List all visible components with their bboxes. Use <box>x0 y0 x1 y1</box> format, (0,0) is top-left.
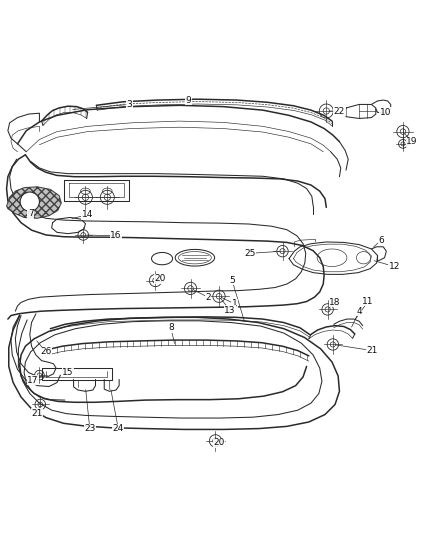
Text: 7: 7 <box>28 209 34 219</box>
Text: 3: 3 <box>126 100 132 109</box>
Text: 19: 19 <box>406 137 417 146</box>
Text: 20: 20 <box>213 438 225 447</box>
Text: 1: 1 <box>231 299 237 308</box>
Circle shape <box>20 192 39 211</box>
Text: 4: 4 <box>357 306 362 316</box>
Text: 23: 23 <box>84 424 95 433</box>
Text: 22: 22 <box>334 107 345 116</box>
Text: 8: 8 <box>168 324 174 332</box>
Text: 26: 26 <box>40 348 52 357</box>
Text: 18: 18 <box>329 298 341 307</box>
Text: 10: 10 <box>380 108 391 117</box>
Text: 21: 21 <box>32 409 43 418</box>
Text: 20: 20 <box>154 274 166 283</box>
Text: 25: 25 <box>244 249 255 258</box>
Text: 12: 12 <box>389 262 400 271</box>
Text: 21: 21 <box>367 346 378 355</box>
Text: 5: 5 <box>229 276 235 285</box>
Text: 9: 9 <box>185 95 191 104</box>
Text: 14: 14 <box>82 211 93 219</box>
Text: 24: 24 <box>113 424 124 433</box>
Text: 11: 11 <box>362 297 374 306</box>
Text: 13: 13 <box>224 306 236 315</box>
Polygon shape <box>7 187 61 219</box>
Text: 6: 6 <box>378 236 384 245</box>
Text: 15: 15 <box>62 368 74 377</box>
Text: 16: 16 <box>110 231 122 240</box>
Text: 17: 17 <box>27 376 39 385</box>
Text: 2: 2 <box>205 293 211 302</box>
